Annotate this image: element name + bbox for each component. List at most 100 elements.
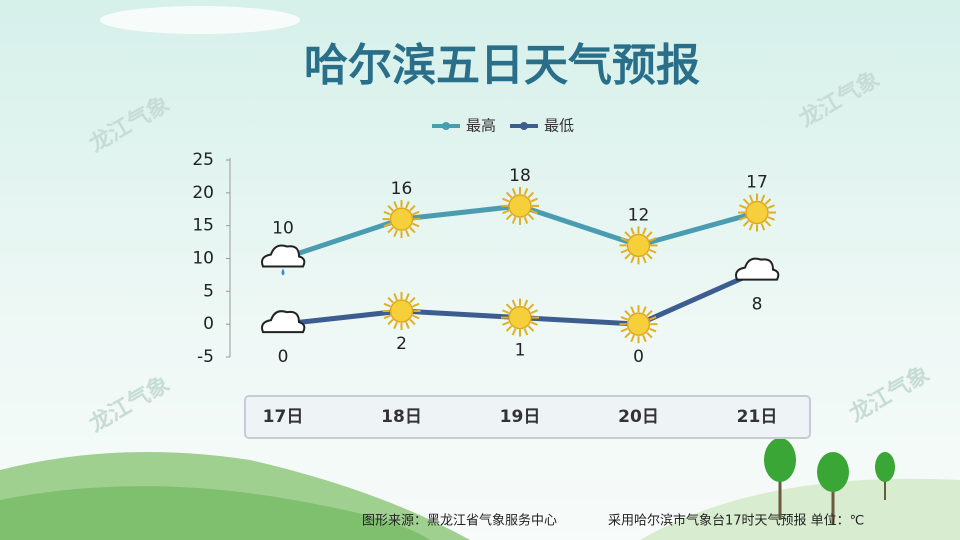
sun-ray bbox=[630, 227, 635, 235]
sun-ray bbox=[620, 315, 628, 321]
cloud-shape bbox=[261, 310, 306, 334]
sun-disc bbox=[508, 194, 532, 218]
sun-ray bbox=[739, 216, 747, 221]
sun-ray bbox=[624, 231, 631, 238]
sun-ray bbox=[642, 256, 647, 264]
sun-ray bbox=[764, 198, 772, 205]
sun-ray bbox=[383, 302, 391, 308]
sun-ray bbox=[511, 299, 517, 307]
sun-ray bbox=[624, 310, 631, 317]
sun-ray bbox=[505, 325, 513, 332]
x-tick-label: 20日 bbox=[618, 407, 659, 427]
sun-ray bbox=[405, 201, 410, 209]
value-label: 8 bbox=[752, 295, 763, 315]
sun-ray bbox=[527, 325, 535, 332]
sun-disc bbox=[626, 233, 651, 258]
legend-label: 最高 bbox=[466, 117, 496, 135]
sun-ray bbox=[502, 209, 510, 215]
sun-ray bbox=[620, 327, 628, 333]
y-tick-label: 0 bbox=[203, 314, 214, 334]
sun-ray bbox=[748, 194, 754, 202]
sun-icon bbox=[619, 305, 658, 344]
sun-ray bbox=[767, 204, 775, 209]
sun-ray bbox=[502, 321, 510, 326]
hill bbox=[640, 478, 960, 540]
value-label: 18 bbox=[509, 166, 531, 186]
sun-ray bbox=[412, 210, 420, 216]
sun-icon bbox=[738, 193, 776, 232]
hill bbox=[0, 486, 430, 540]
sun-ray bbox=[620, 249, 628, 254]
sun-ray bbox=[630, 334, 635, 343]
sun-ray bbox=[505, 213, 513, 221]
source: 图形来源：黑龙江省气象服务中心 bbox=[362, 513, 557, 529]
sun-disc bbox=[508, 305, 532, 330]
sun-ray bbox=[409, 296, 416, 304]
sun-ray bbox=[646, 253, 653, 260]
note: 采用哈尔滨市气象台17时天气预报 单位：℃ bbox=[608, 513, 864, 529]
sun-ray bbox=[393, 229, 398, 238]
sun-icon bbox=[501, 298, 539, 337]
sun-ray bbox=[764, 220, 772, 227]
sun-disc bbox=[745, 200, 769, 225]
sun-ray bbox=[760, 223, 766, 231]
sun-disc bbox=[389, 299, 414, 323]
sun-ray bbox=[502, 197, 510, 203]
sun-ray bbox=[387, 204, 394, 212]
sun-ray bbox=[405, 321, 410, 329]
sun-ray bbox=[649, 315, 657, 321]
value-label: 1 bbox=[515, 341, 526, 361]
value-label: 0 bbox=[633, 347, 644, 367]
sun-ray bbox=[511, 328, 517, 336]
sun-ray bbox=[649, 237, 657, 242]
sun-ray bbox=[412, 302, 420, 308]
sun-ray bbox=[502, 309, 510, 314]
sun-ray bbox=[383, 314, 391, 320]
cloud-icon bbox=[261, 310, 306, 334]
sun-ray bbox=[649, 327, 657, 333]
sun-ray bbox=[527, 213, 535, 221]
sun-disc bbox=[389, 207, 414, 231]
sun-ray bbox=[642, 306, 647, 314]
sun-ray bbox=[387, 318, 394, 326]
trees bbox=[764, 438, 895, 525]
sun-ray bbox=[646, 310, 653, 317]
sun-ray bbox=[393, 321, 398, 329]
sun-ray bbox=[748, 223, 754, 231]
value-label: 12 bbox=[628, 205, 650, 225]
sun-ray bbox=[630, 306, 635, 314]
sun-ray bbox=[405, 229, 410, 238]
sun-ray bbox=[624, 253, 631, 260]
sun-ray bbox=[405, 293, 410, 301]
sun-ray bbox=[642, 227, 647, 235]
cloud-shape bbox=[261, 244, 306, 268]
rain-drop bbox=[281, 268, 285, 276]
sun-ray bbox=[412, 314, 420, 320]
sun-ray bbox=[393, 293, 398, 301]
value-label: 0 bbox=[278, 347, 289, 367]
y-tick-label: 20 bbox=[192, 183, 214, 203]
y-tick-label: -5 bbox=[197, 347, 214, 367]
legend-marker bbox=[520, 122, 528, 130]
sun-ray bbox=[523, 299, 529, 307]
value-label: 17 bbox=[746, 173, 768, 193]
sun-ray bbox=[409, 226, 416, 234]
sun-ray bbox=[409, 204, 416, 212]
sun-ray bbox=[523, 188, 529, 196]
x-tick-label: 18日 bbox=[381, 407, 422, 427]
sun-ray bbox=[742, 220, 750, 227]
sun-ray bbox=[383, 222, 391, 228]
legend-marker bbox=[442, 122, 450, 130]
value-label: 10 bbox=[272, 219, 294, 239]
sun-ray bbox=[530, 309, 538, 314]
value-label: 16 bbox=[391, 179, 413, 199]
sun-ray bbox=[649, 249, 657, 254]
sun-icon bbox=[501, 186, 539, 225]
y-tick-label: 10 bbox=[192, 249, 214, 269]
sun-ray bbox=[511, 188, 517, 196]
cloud-icon bbox=[735, 257, 780, 281]
legend-label: 最低 bbox=[544, 117, 574, 135]
cloud-decor bbox=[100, 6, 300, 34]
sun-ray bbox=[409, 318, 416, 326]
